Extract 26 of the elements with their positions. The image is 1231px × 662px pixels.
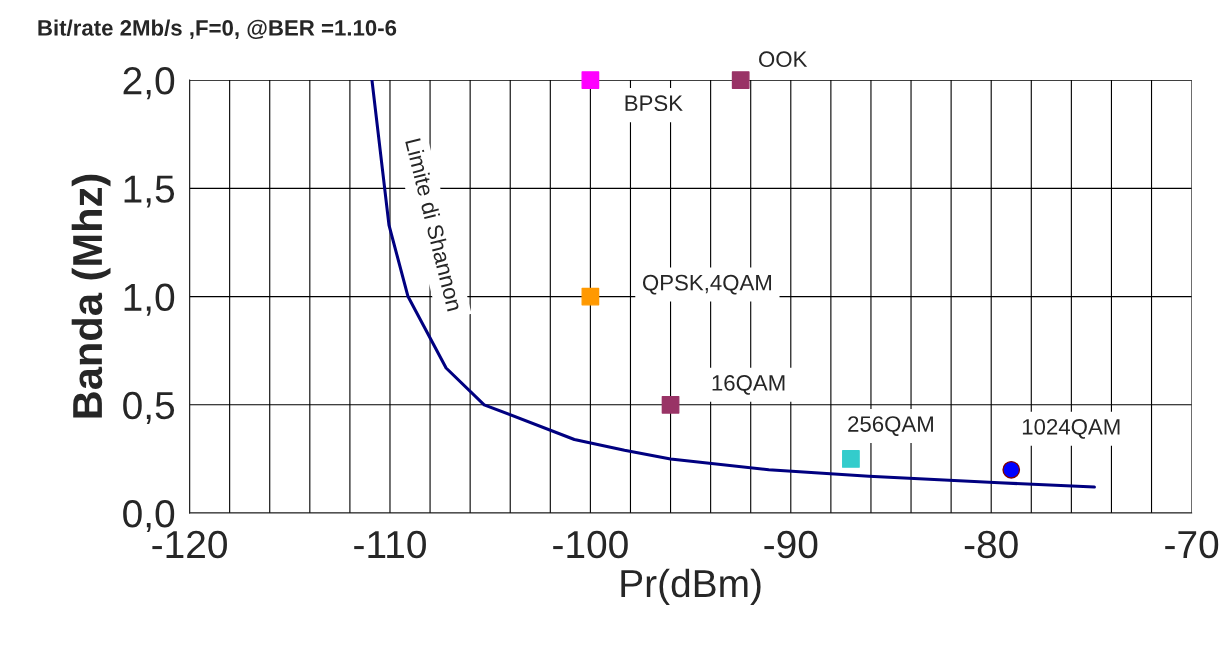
point (581, 71, 600, 89)
series-label: 256QAM (848, 416, 933, 436)
y-tick-label: 1,5 (124, 175, 175, 208)
x-tick-label: -110 (354, 530, 426, 559)
x-tick-label: -80 (964, 530, 1018, 559)
point (581, 287, 600, 306)
y-tick-label: 0,5 (123, 391, 175, 424)
chart-title: Bit/rate 2Mb/s ,F=0, @BER =1.10-6 (38, 19, 397, 40)
point (1002, 460, 1021, 479)
x-tick-label: -100 (553, 530, 628, 559)
point (661, 395, 680, 414)
y-tick-label: 2,0 (123, 67, 175, 100)
series-label: QPSK,4QAM (642, 274, 772, 295)
y-tick-label: 1,0 (124, 283, 175, 316)
point (842, 450, 860, 468)
x-tick-label: -90 (764, 530, 818, 559)
series-label: OOK (759, 51, 808, 68)
series-label: 1024QAM (1022, 418, 1120, 439)
series-label: BPSK (625, 95, 683, 112)
series-label: 16QAM (712, 375, 785, 395)
text: Limite di Shannon (405, 138, 464, 312)
point (731, 71, 750, 89)
x-axis-title: Pr(dBm) (621, 568, 761, 605)
y-axis-title: Banda (Mhz) (71, 174, 111, 418)
x-tick-label: -70 (1165, 530, 1219, 559)
x-tick-label: -120 (152, 530, 227, 559)
